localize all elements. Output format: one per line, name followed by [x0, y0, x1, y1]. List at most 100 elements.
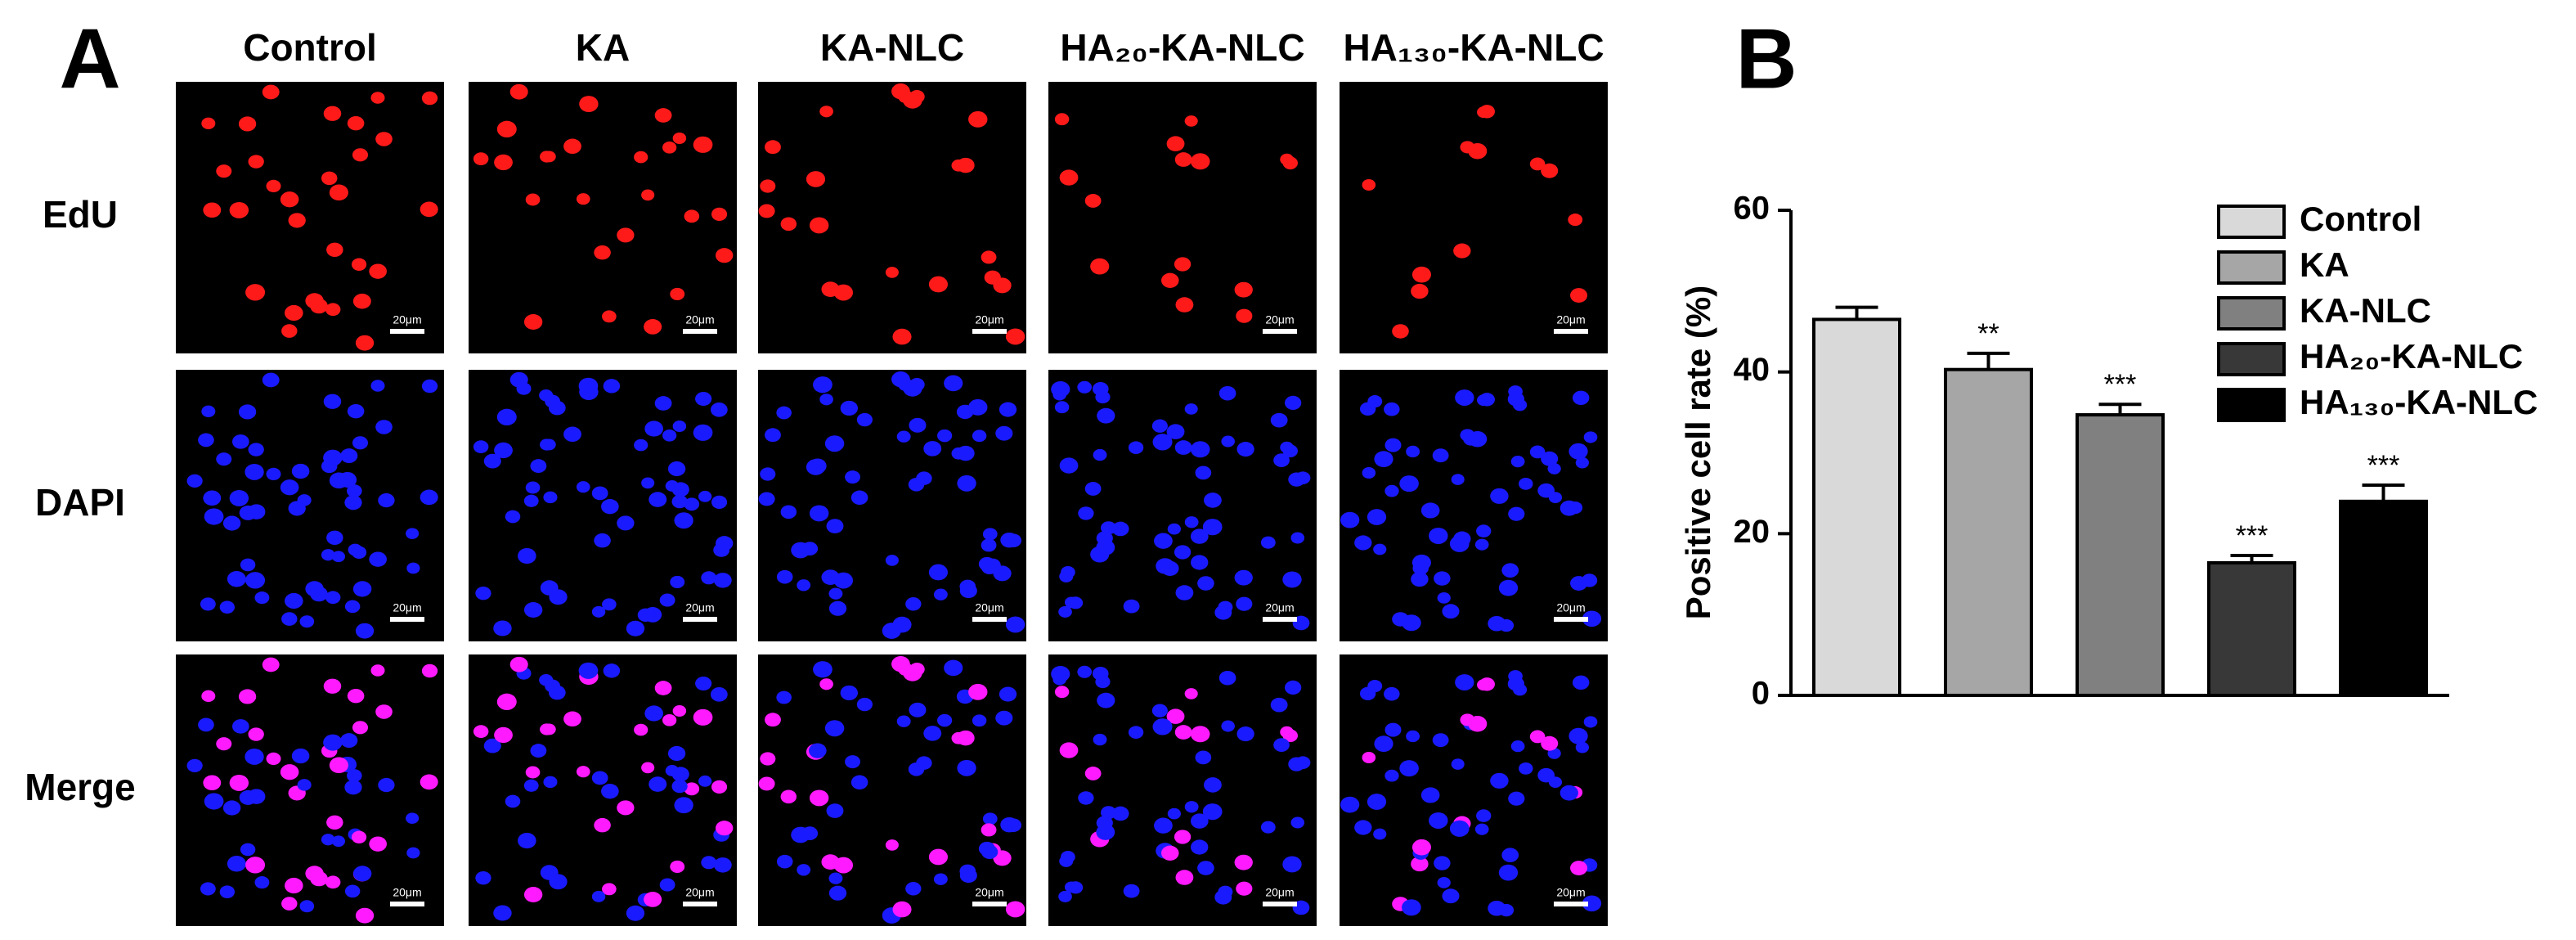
scale-bar: [1554, 902, 1588, 906]
cell: [957, 474, 976, 492]
cell: [1455, 674, 1474, 690]
cell: [591, 486, 608, 501]
cell: [475, 870, 491, 885]
cell: [909, 663, 925, 677]
cell: [1273, 738, 1290, 752]
cell: [959, 868, 977, 884]
cell: [323, 394, 342, 409]
cell: [695, 676, 712, 691]
cell: [1090, 258, 1110, 275]
cell: [693, 424, 713, 441]
cell: [956, 445, 975, 461]
cell: [325, 591, 341, 605]
legend-label: HA₁₃₀-KA-NLC: [2300, 383, 2538, 421]
cell: [1406, 445, 1420, 458]
cell: [1184, 516, 1199, 528]
cell: [496, 120, 517, 138]
cell: [824, 720, 845, 737]
cell: [353, 581, 372, 597]
cell: [352, 436, 369, 450]
cell: [1096, 531, 1113, 546]
cell: [1374, 451, 1393, 468]
cell: [710, 686, 728, 702]
cell: [995, 425, 1013, 441]
cell: [981, 538, 997, 552]
scale-bar: [683, 902, 717, 906]
cell: [648, 776, 667, 792]
cell: [698, 775, 712, 787]
cell: [406, 847, 420, 859]
cell: [369, 551, 387, 567]
cell: [231, 719, 249, 734]
cell: [1512, 398, 1528, 412]
cell: [1093, 448, 1107, 461]
cell: [254, 591, 270, 605]
cell: [1468, 715, 1488, 732]
cell: [1572, 390, 1590, 406]
cell: [421, 91, 438, 106]
cell: [248, 443, 264, 457]
cell: [1111, 806, 1129, 821]
scale-bar-label: 20μm: [393, 601, 421, 614]
cell: [231, 434, 249, 449]
cell: [662, 142, 677, 154]
column-header: HA₂₀-KA-NLC: [1060, 26, 1304, 69]
cell: [1295, 756, 1311, 769]
cell: [543, 491, 558, 504]
cell: [1061, 850, 1075, 863]
cell: [473, 152, 489, 165]
cell: [1295, 471, 1311, 484]
cell: [1384, 686, 1400, 701]
cell: [1399, 475, 1419, 492]
row-label: EdU: [43, 193, 118, 236]
cell: [493, 905, 512, 921]
cell: [674, 797, 693, 814]
cell: [329, 757, 348, 774]
cell: [1234, 569, 1253, 586]
cell: [1340, 511, 1360, 528]
cell: [672, 420, 687, 433]
cell: [659, 593, 675, 607]
cell: [1374, 735, 1393, 753]
cell: [909, 90, 925, 104]
cell: [280, 482, 294, 494]
scale-bar: [972, 902, 1007, 906]
cell: [644, 892, 662, 907]
cell: [765, 428, 781, 443]
cell: [344, 884, 361, 898]
cell: [1175, 297, 1194, 313]
cell: [473, 725, 489, 738]
cell: [1061, 565, 1075, 578]
cell: [957, 759, 976, 776]
cell: [1384, 402, 1400, 416]
cell: [1054, 113, 1070, 126]
cell: [1411, 266, 1431, 283]
cell: [1095, 675, 1111, 689]
cell: [667, 461, 686, 477]
cell: [1174, 257, 1192, 272]
cell: [780, 789, 797, 804]
cell: [523, 313, 543, 331]
scale-bar: [1263, 329, 1297, 334]
cell: [1154, 533, 1173, 549]
cell: [1097, 692, 1115, 708]
scale-bar-label: 20μm: [393, 313, 421, 326]
cell: [1005, 818, 1022, 833]
cell: [765, 140, 781, 155]
cell: [1583, 431, 1598, 443]
cell: [1184, 688, 1198, 699]
cell: [305, 293, 324, 309]
cell: [1529, 445, 1546, 459]
cell: [1508, 506, 1525, 521]
cell: [776, 854, 793, 869]
cell: [229, 202, 249, 218]
cell: [701, 571, 717, 585]
cell: [245, 284, 266, 301]
cell: [634, 151, 648, 164]
cell: [344, 780, 362, 795]
legend-label: KA-NLC: [2300, 291, 2431, 330]
cell: [982, 528, 998, 541]
cell: [1498, 864, 1519, 881]
cell: [375, 132, 393, 146]
cell: [760, 752, 776, 766]
